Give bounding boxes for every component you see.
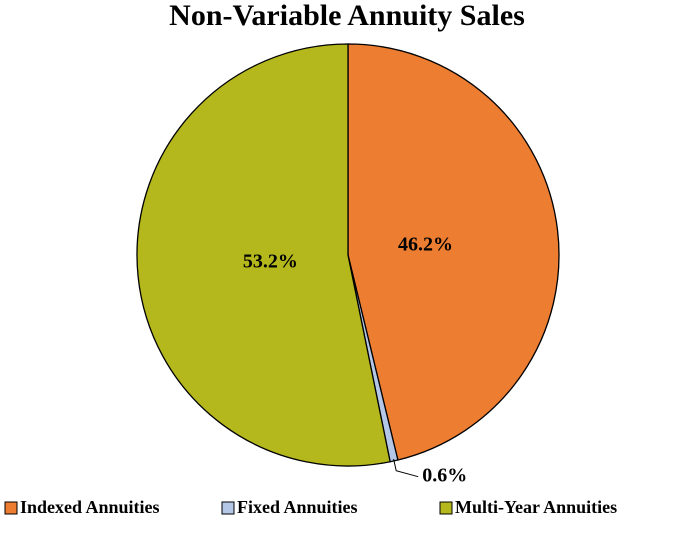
chart-title: Non-Variable Annuity Sales [169, 0, 525, 32]
legend-swatch [4, 501, 18, 515]
pie-slice [347, 43, 560, 461]
legend-label: Multi-Year Annuities [455, 497, 617, 517]
data-label: 0.6% [422, 464, 467, 486]
legend-label: Fixed Annuities [237, 497, 358, 517]
leader-line [393, 458, 419, 478]
legend-swatch [439, 501, 453, 515]
legend-swatch [221, 501, 235, 515]
data-label: 53.2% [243, 250, 298, 272]
legend-label: Indexed Annuities [20, 497, 160, 517]
data-label: 46.2% [398, 233, 453, 255]
pie-slice [136, 43, 391, 467]
